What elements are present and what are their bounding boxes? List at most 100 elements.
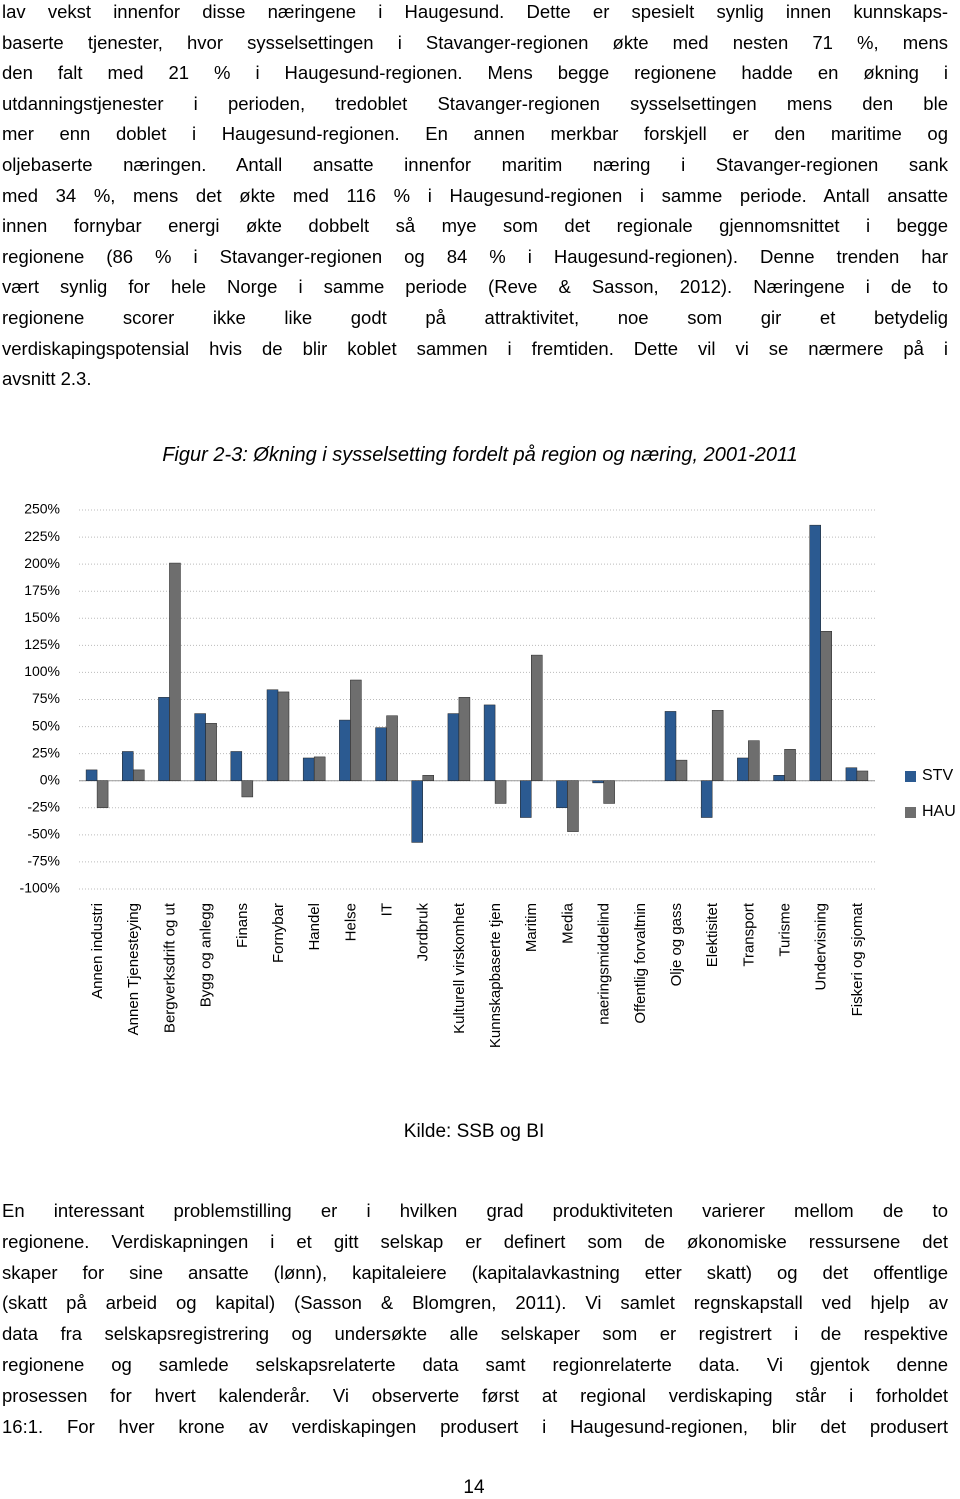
bar <box>737 757 749 781</box>
y-tick-label: 25% <box>32 744 60 760</box>
bar <box>339 719 351 781</box>
text-line: 16:1. For hver krone av verdiskapingen p… <box>2 1415 948 1437</box>
y-tick-label: 150% <box>24 609 60 625</box>
bar <box>748 740 760 781</box>
text-line: data fra selskapsregistrering og undersø… <box>2 1323 948 1345</box>
bar <box>241 780 254 798</box>
bar <box>820 631 832 781</box>
x-tick-label: Fornybar <box>270 903 287 963</box>
x-tick-label: Olje og gass <box>668 903 685 986</box>
bar <box>531 654 543 781</box>
text-line: avsnitt 2.3. <box>2 368 92 390</box>
text-line: den falt med 21 % i Haugesund-regionen. … <box>2 62 948 84</box>
bar <box>122 751 134 781</box>
text-line: skaper for sine ansatte (lønn), kapitale… <box>2 1261 948 1283</box>
text-line: utdanningstjenester i perioden, tredoble… <box>2 92 948 114</box>
x-tick-label: Bergverksdrift og ut <box>161 902 178 1033</box>
x-tick-label: naeringsmiddelind <box>596 903 613 1025</box>
x-tick-label: Annen Tjenesteying <box>125 903 142 1035</box>
text-line: mer enn doblet i Haugesund-regionen. En … <box>2 123 948 145</box>
text-line: regionene. Verdiskapningen i et gitt sel… <box>2 1230 948 1252</box>
bar <box>422 775 434 781</box>
y-tick-label: 200% <box>24 555 60 571</box>
x-tick-label: Fiskeri og sjomat <box>849 902 866 1016</box>
text-line: lav vekst innenfor disse næringene i Hau… <box>2 1 948 22</box>
x-tick-label: Turisme <box>777 903 794 957</box>
bar <box>845 767 858 781</box>
text-line: regionene (86 % i Stavanger-regionen og … <box>2 245 948 267</box>
x-tick-label: Finans <box>234 903 251 948</box>
figure-caption: Figur 2-3: Økning i sysselsetting fordel… <box>162 444 798 466</box>
bar <box>556 780 568 809</box>
bar <box>711 710 724 781</box>
x-tick-label: Jordbruk <box>415 903 432 962</box>
bar <box>447 713 460 781</box>
x-tick-label: Handel <box>306 903 323 951</box>
text-line: En interessant problemstilling er i hvil… <box>2 1200 948 1221</box>
bar <box>386 715 398 781</box>
bar <box>809 524 821 781</box>
x-tick-label: Media <box>559 902 576 944</box>
x-tick-label: Annen industri <box>89 903 106 999</box>
x-tick-label: Offentlig forvaltnin <box>632 903 649 1024</box>
bar <box>520 780 532 818</box>
bar <box>205 723 217 781</box>
bar <box>375 727 387 781</box>
bar <box>85 769 98 781</box>
x-tick-label: Kunnskapbaserte tjen <box>487 903 504 1048</box>
y-tick-label: 175% <box>24 582 60 598</box>
text-line: oljebaserte næringen. Antall ansatte inn… <box>2 154 948 175</box>
bar <box>230 751 243 781</box>
bar <box>313 756 326 781</box>
y-tick-label: -50% <box>27 826 60 842</box>
y-tick-label: -75% <box>27 853 60 869</box>
bar <box>773 775 785 781</box>
bar <box>194 713 206 781</box>
y-tick-label: 0% <box>40 771 60 787</box>
bar <box>277 691 290 781</box>
y-tick-label: 100% <box>24 663 60 679</box>
bar <box>483 704 496 781</box>
bar <box>567 780 579 832</box>
bar <box>603 780 615 804</box>
source: Kilde: SSB og BI <box>403 1121 545 1142</box>
x-tick-label: Elektisitet <box>704 902 721 967</box>
y-tick-label: -100% <box>20 880 60 896</box>
bar <box>133 769 145 781</box>
y-tick-label: 50% <box>32 717 60 733</box>
x-tick-label: IT <box>379 903 396 916</box>
y-tick-label: 225% <box>24 528 60 544</box>
bar <box>675 759 688 781</box>
y-tick-label: -25% <box>27 798 60 814</box>
legend-label: STV <box>922 767 953 784</box>
bar <box>350 679 362 781</box>
bar <box>856 770 869 781</box>
x-tick-label: Undervisning <box>813 903 830 991</box>
page-number: 14 <box>463 1477 485 1498</box>
y-tick-label: 250% <box>24 501 60 517</box>
bar <box>266 689 279 781</box>
text-line: regionene og samlede selskapsrelaterte d… <box>2 1354 948 1375</box>
y-tick-label: 75% <box>32 690 60 706</box>
x-tick-label: Bygg og anlegg <box>198 903 215 1007</box>
text-line: verdiskapingspotensial hvis de blir kobl… <box>2 337 948 359</box>
bar <box>458 697 471 781</box>
bar <box>494 780 507 804</box>
bar <box>784 749 796 781</box>
legend-swatch <box>905 807 916 818</box>
text-line: prosessen for hvert kalenderår. Vi obser… <box>2 1384 948 1406</box>
x-tick-label: Transport <box>740 902 757 966</box>
bar <box>411 780 423 843</box>
legend-swatch <box>905 771 916 782</box>
bar <box>96 780 109 809</box>
bar <box>700 780 713 818</box>
x-tick-label: Kulturell virskomhet <box>451 902 468 1034</box>
x-tick-label: Helse <box>342 903 359 941</box>
y-tick-label: 125% <box>24 636 60 652</box>
text-line: innen fornybar energi økte dobbelt så my… <box>2 215 948 237</box>
bar <box>664 711 677 781</box>
bar <box>592 780 604 784</box>
text-line: baserte tjenester, hvor sysselsettingen … <box>2 31 948 53</box>
